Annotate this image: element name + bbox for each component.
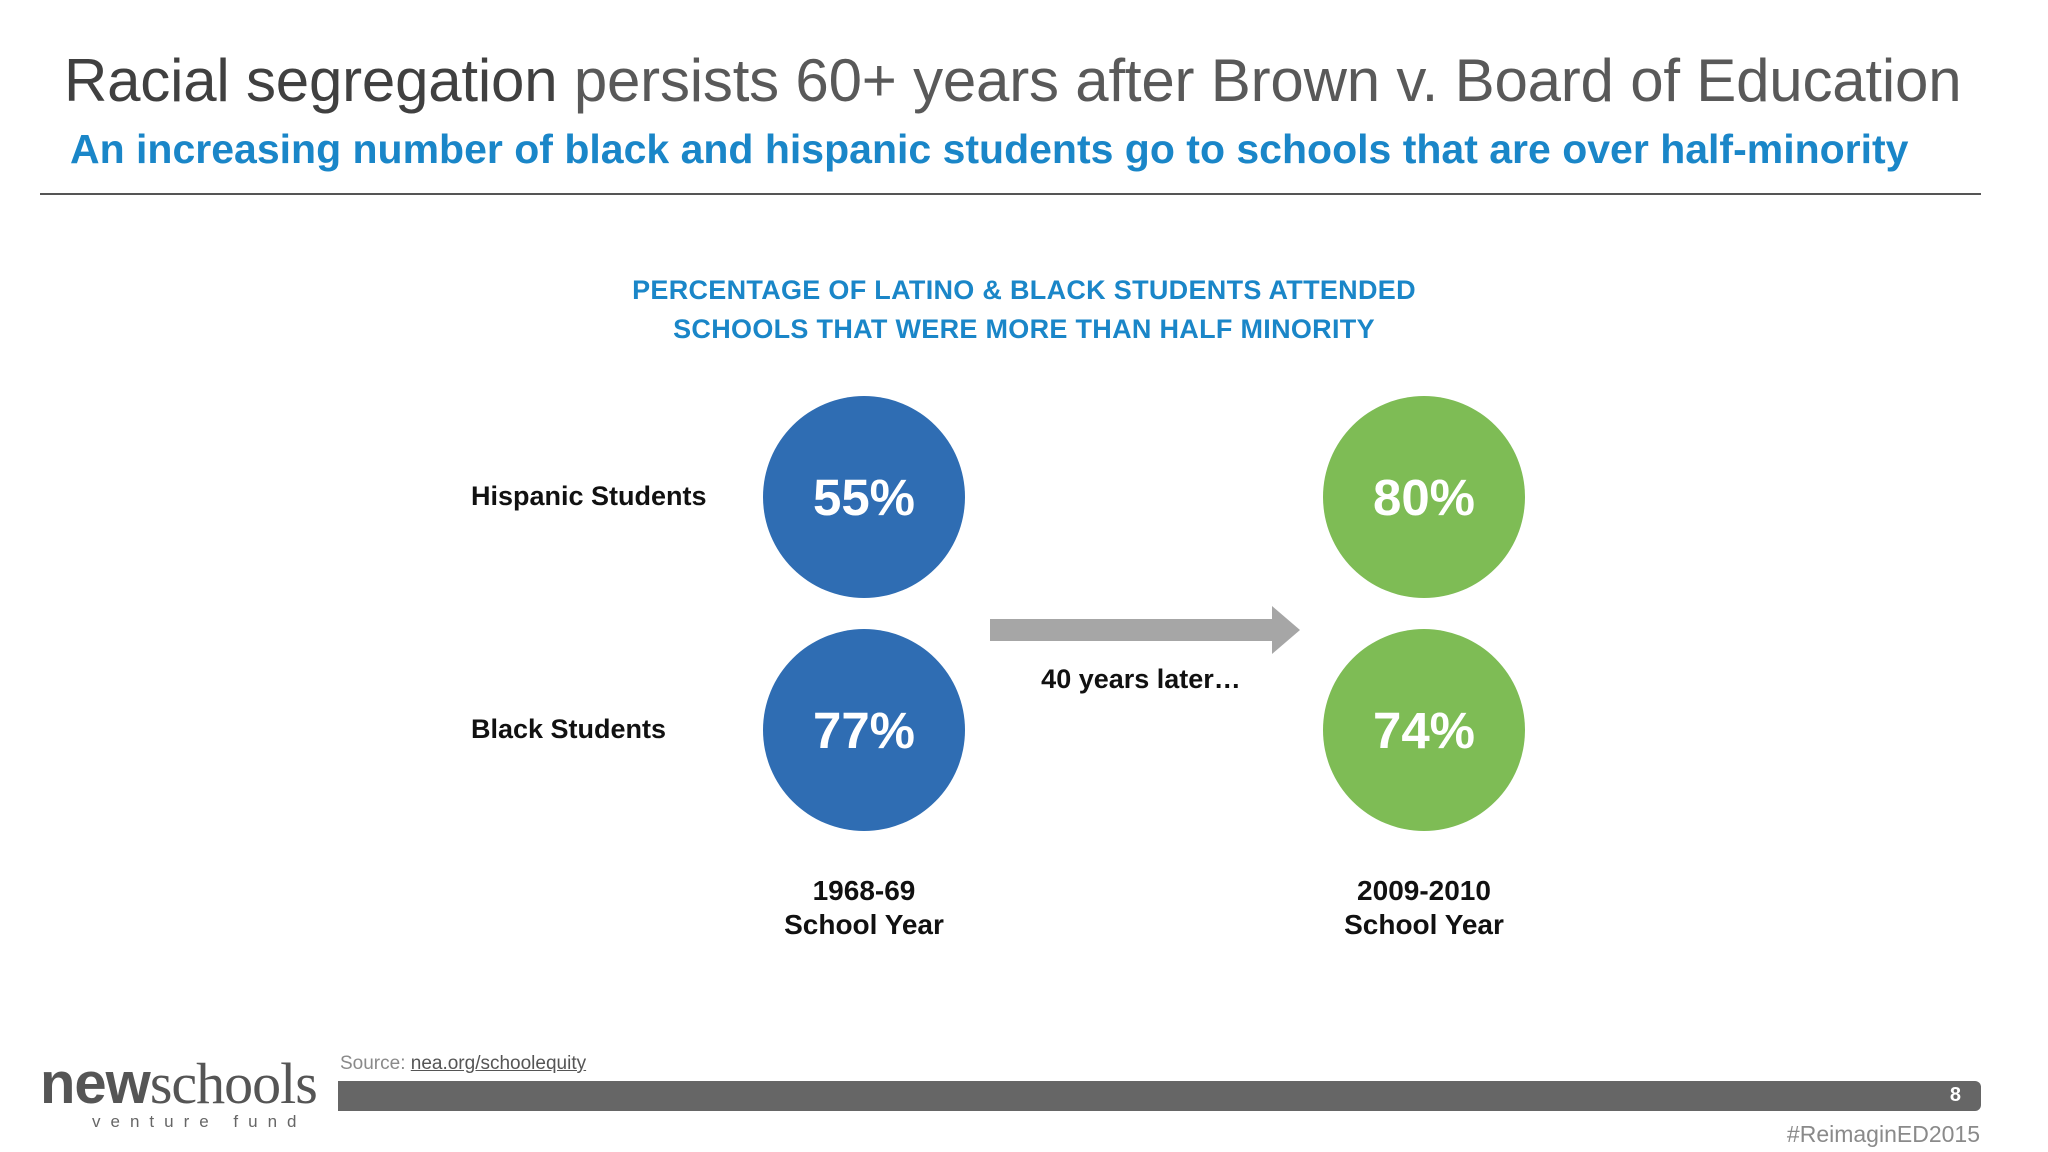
slide-subtitle: An increasing number of black and hispan… bbox=[70, 126, 1909, 172]
newschools-logo: newschools venture fund bbox=[40, 1055, 318, 1132]
year-label-1968-years: 1968-69 bbox=[812, 875, 916, 906]
title-divider bbox=[40, 193, 1981, 195]
year-label-2009: 2009-2010 School Year bbox=[1274, 874, 1574, 942]
row-label-hispanic: Hispanic Students bbox=[471, 481, 707, 511]
source-label: Source: bbox=[340, 1053, 411, 1074]
year-label-2009-years: 2009-2010 bbox=[1357, 875, 1491, 906]
chart-heading-line-1: PERCENTAGE OF LATINO & BLACK STUDENTS AT… bbox=[632, 275, 1416, 305]
source-link[interactable]: nea.org/schoolequity bbox=[410, 1053, 587, 1074]
year-label-2009-caption: School Year bbox=[1344, 909, 1504, 940]
arrow-caption: 40 years later… bbox=[1041, 664, 1241, 694]
row-label-black: Black Students bbox=[471, 714, 667, 744]
slide-title: Racial segregation persists 60+ years af… bbox=[64, 46, 1962, 115]
logo-tagline: venture fund bbox=[92, 1112, 307, 1131]
page-number: 8 bbox=[1949, 1084, 1961, 1106]
logo-text-schools: schools bbox=[149, 1051, 318, 1116]
hispanic-1968-circle: 55% bbox=[763, 396, 965, 598]
source-note: Source: nea.org/schoolequity bbox=[340, 1053, 586, 1075]
slide-title-emphasis: Racial segregation bbox=[64, 47, 558, 114]
year-label-1968-caption: School Year bbox=[784, 909, 944, 940]
slide-title-rest: persists 60+ years after Brown v. Board … bbox=[557, 47, 1962, 114]
hispanic-2009-circle: 80% bbox=[1323, 396, 1525, 598]
logo-text-new: new bbox=[40, 1051, 151, 1116]
black-2009-circle: 74% bbox=[1323, 629, 1525, 831]
footer-bar: 8 bbox=[338, 1081, 1981, 1111]
year-label-1968: 1968-69 School Year bbox=[714, 874, 1014, 942]
hashtag: #ReimaginED2015 bbox=[1786, 1121, 1980, 1147]
arrow-right-icon bbox=[990, 606, 1300, 654]
black-1968-circle: 77% bbox=[763, 629, 965, 831]
chart-heading-line-2: SCHOOLS THAT WERE MORE THAN HALF MINORIT… bbox=[673, 314, 1375, 344]
